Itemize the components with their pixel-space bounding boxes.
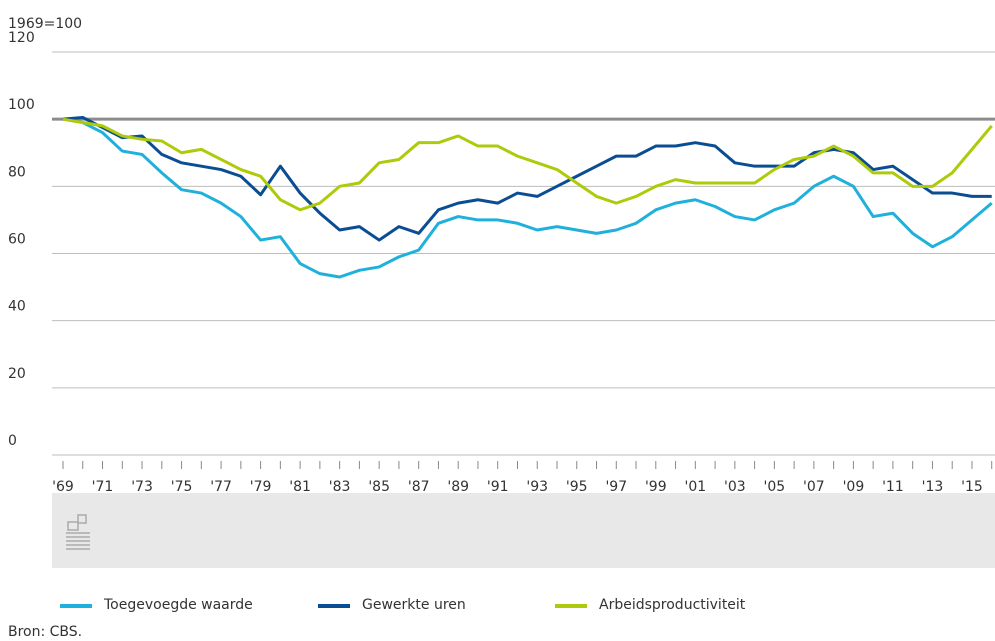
series-line	[62, 117, 993, 279]
y-tick-label: 60	[8, 232, 26, 248]
x-tick-label: '81	[289, 479, 311, 495]
x-tick-label: '15	[961, 479, 983, 495]
x-tick-label: '75	[171, 479, 193, 495]
x-tick-label: '91	[487, 479, 509, 495]
x-tick-label: '95	[566, 479, 588, 495]
x-tick-label: '83	[329, 479, 351, 495]
x-tick-label: '01	[684, 479, 706, 495]
x-tick-label: '05	[764, 479, 786, 495]
legend-label: Arbeidsproductiviteit	[599, 597, 746, 613]
legend-label: Gewerkte uren	[362, 597, 466, 613]
x-tick-label: '97	[605, 479, 627, 495]
x-tick-label: '13	[922, 479, 944, 495]
x-tick-label: '09	[843, 479, 865, 495]
y-tick-label: 20	[8, 366, 26, 382]
x-tick-label: '99	[645, 479, 667, 495]
x-tick-label: '89	[447, 479, 469, 495]
y-tick-label: 120	[8, 30, 35, 46]
y-tick-label: 100	[8, 97, 35, 113]
x-tick-label: '73	[131, 479, 153, 495]
y-tick-label: 0	[8, 433, 17, 449]
y-axis-label: 1969=100	[8, 16, 82, 32]
y-tick-label: 80	[8, 164, 26, 180]
series-line	[62, 115, 992, 242]
x-tick-label: '93	[526, 479, 548, 495]
x-tick-label: '71	[92, 479, 114, 495]
cbs-logo	[66, 514, 90, 550]
source: Bron: CBS.	[8, 624, 82, 640]
x-tick-label: '77	[210, 479, 232, 495]
series-line	[62, 117, 993, 212]
x-tick-label: '79	[250, 479, 272, 495]
y-tick-label: 40	[8, 299, 26, 315]
x-tick-label: '03	[724, 479, 746, 495]
x-tick-label: '69	[52, 479, 74, 495]
x-tick-label: '11	[882, 479, 904, 495]
legend-label: Toegevoegde waarde	[103, 597, 253, 613]
x-tick-label: '07	[803, 479, 825, 495]
x-tick-label: '87	[408, 479, 430, 495]
x-tick-label: '85	[368, 479, 390, 495]
footer-panel	[52, 493, 995, 568]
